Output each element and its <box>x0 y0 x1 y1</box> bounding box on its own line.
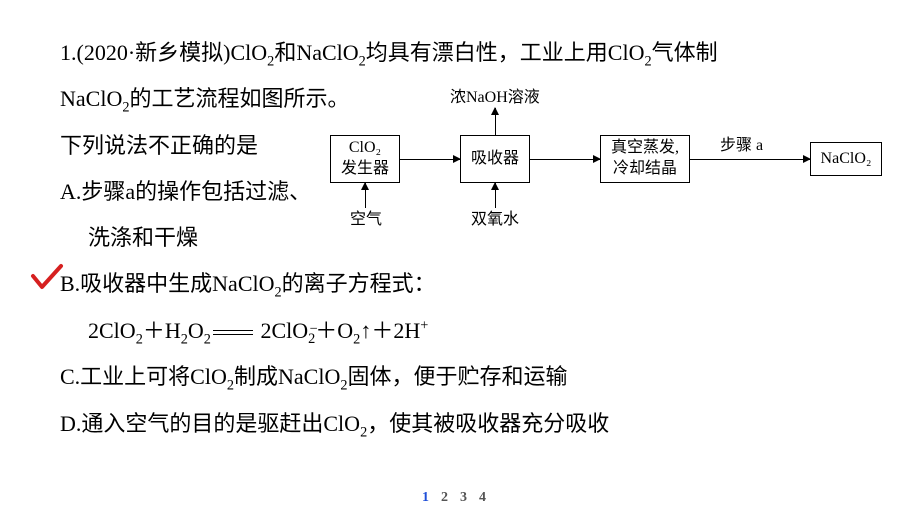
option-c: C.工业上可将ClO2制成NaClO2固体，便于贮存和运输 <box>60 354 880 400</box>
arrow-air <box>365 183 366 208</box>
box-absorber: 吸收器 <box>460 135 530 183</box>
box-evap: 真空蒸发,冷却结晶 <box>600 135 690 183</box>
label-naoh: 浓NaOH溶液 <box>450 88 540 107</box>
arrow-naoh <box>495 108 496 135</box>
label-step-a: 步骤 a <box>720 136 763 155</box>
arrow-b3-b4 <box>690 159 810 160</box>
page-2[interactable]: 2 <box>441 490 460 505</box>
pagination: 1234 <box>0 490 920 506</box>
arrow-b2-b3 <box>530 159 600 160</box>
arrow-h2o2 <box>495 183 496 208</box>
option-d: D.通入空气的目的是驱赶出ClO2，使其被吸收器充分吸收 <box>60 401 880 447</box>
checkmark-icon <box>30 263 64 293</box>
label-air: 空气 <box>350 210 382 229</box>
box-product: NaClO₂ <box>810 142 882 176</box>
page-3[interactable]: 3 <box>460 490 479 505</box>
option-b-equation: 2ClO2＋H2O2 2ClO−2＋O2↑＋2H+ <box>60 308 880 354</box>
page-4[interactable]: 4 <box>479 490 498 505</box>
page-1[interactable]: 1 <box>422 490 441 505</box>
box-generator: ClO₂发生器 <box>330 135 400 183</box>
problem-line-1: 1.(2020·新乡模拟)ClO2和NaClO2均具有漂白性，工业上用ClO2气… <box>60 30 880 76</box>
label-h2o2: 双氧水 <box>471 210 519 229</box>
arrow-b1-b2 <box>400 159 460 160</box>
option-b-line-1: B.吸收器中生成NaClO2的离子方程式： <box>60 261 880 307</box>
process-diagram: 浓NaOH溶液 ClO₂发生器 吸收器 真空蒸发,冷却结晶 NaClO₂ 步骤 … <box>320 100 900 230</box>
